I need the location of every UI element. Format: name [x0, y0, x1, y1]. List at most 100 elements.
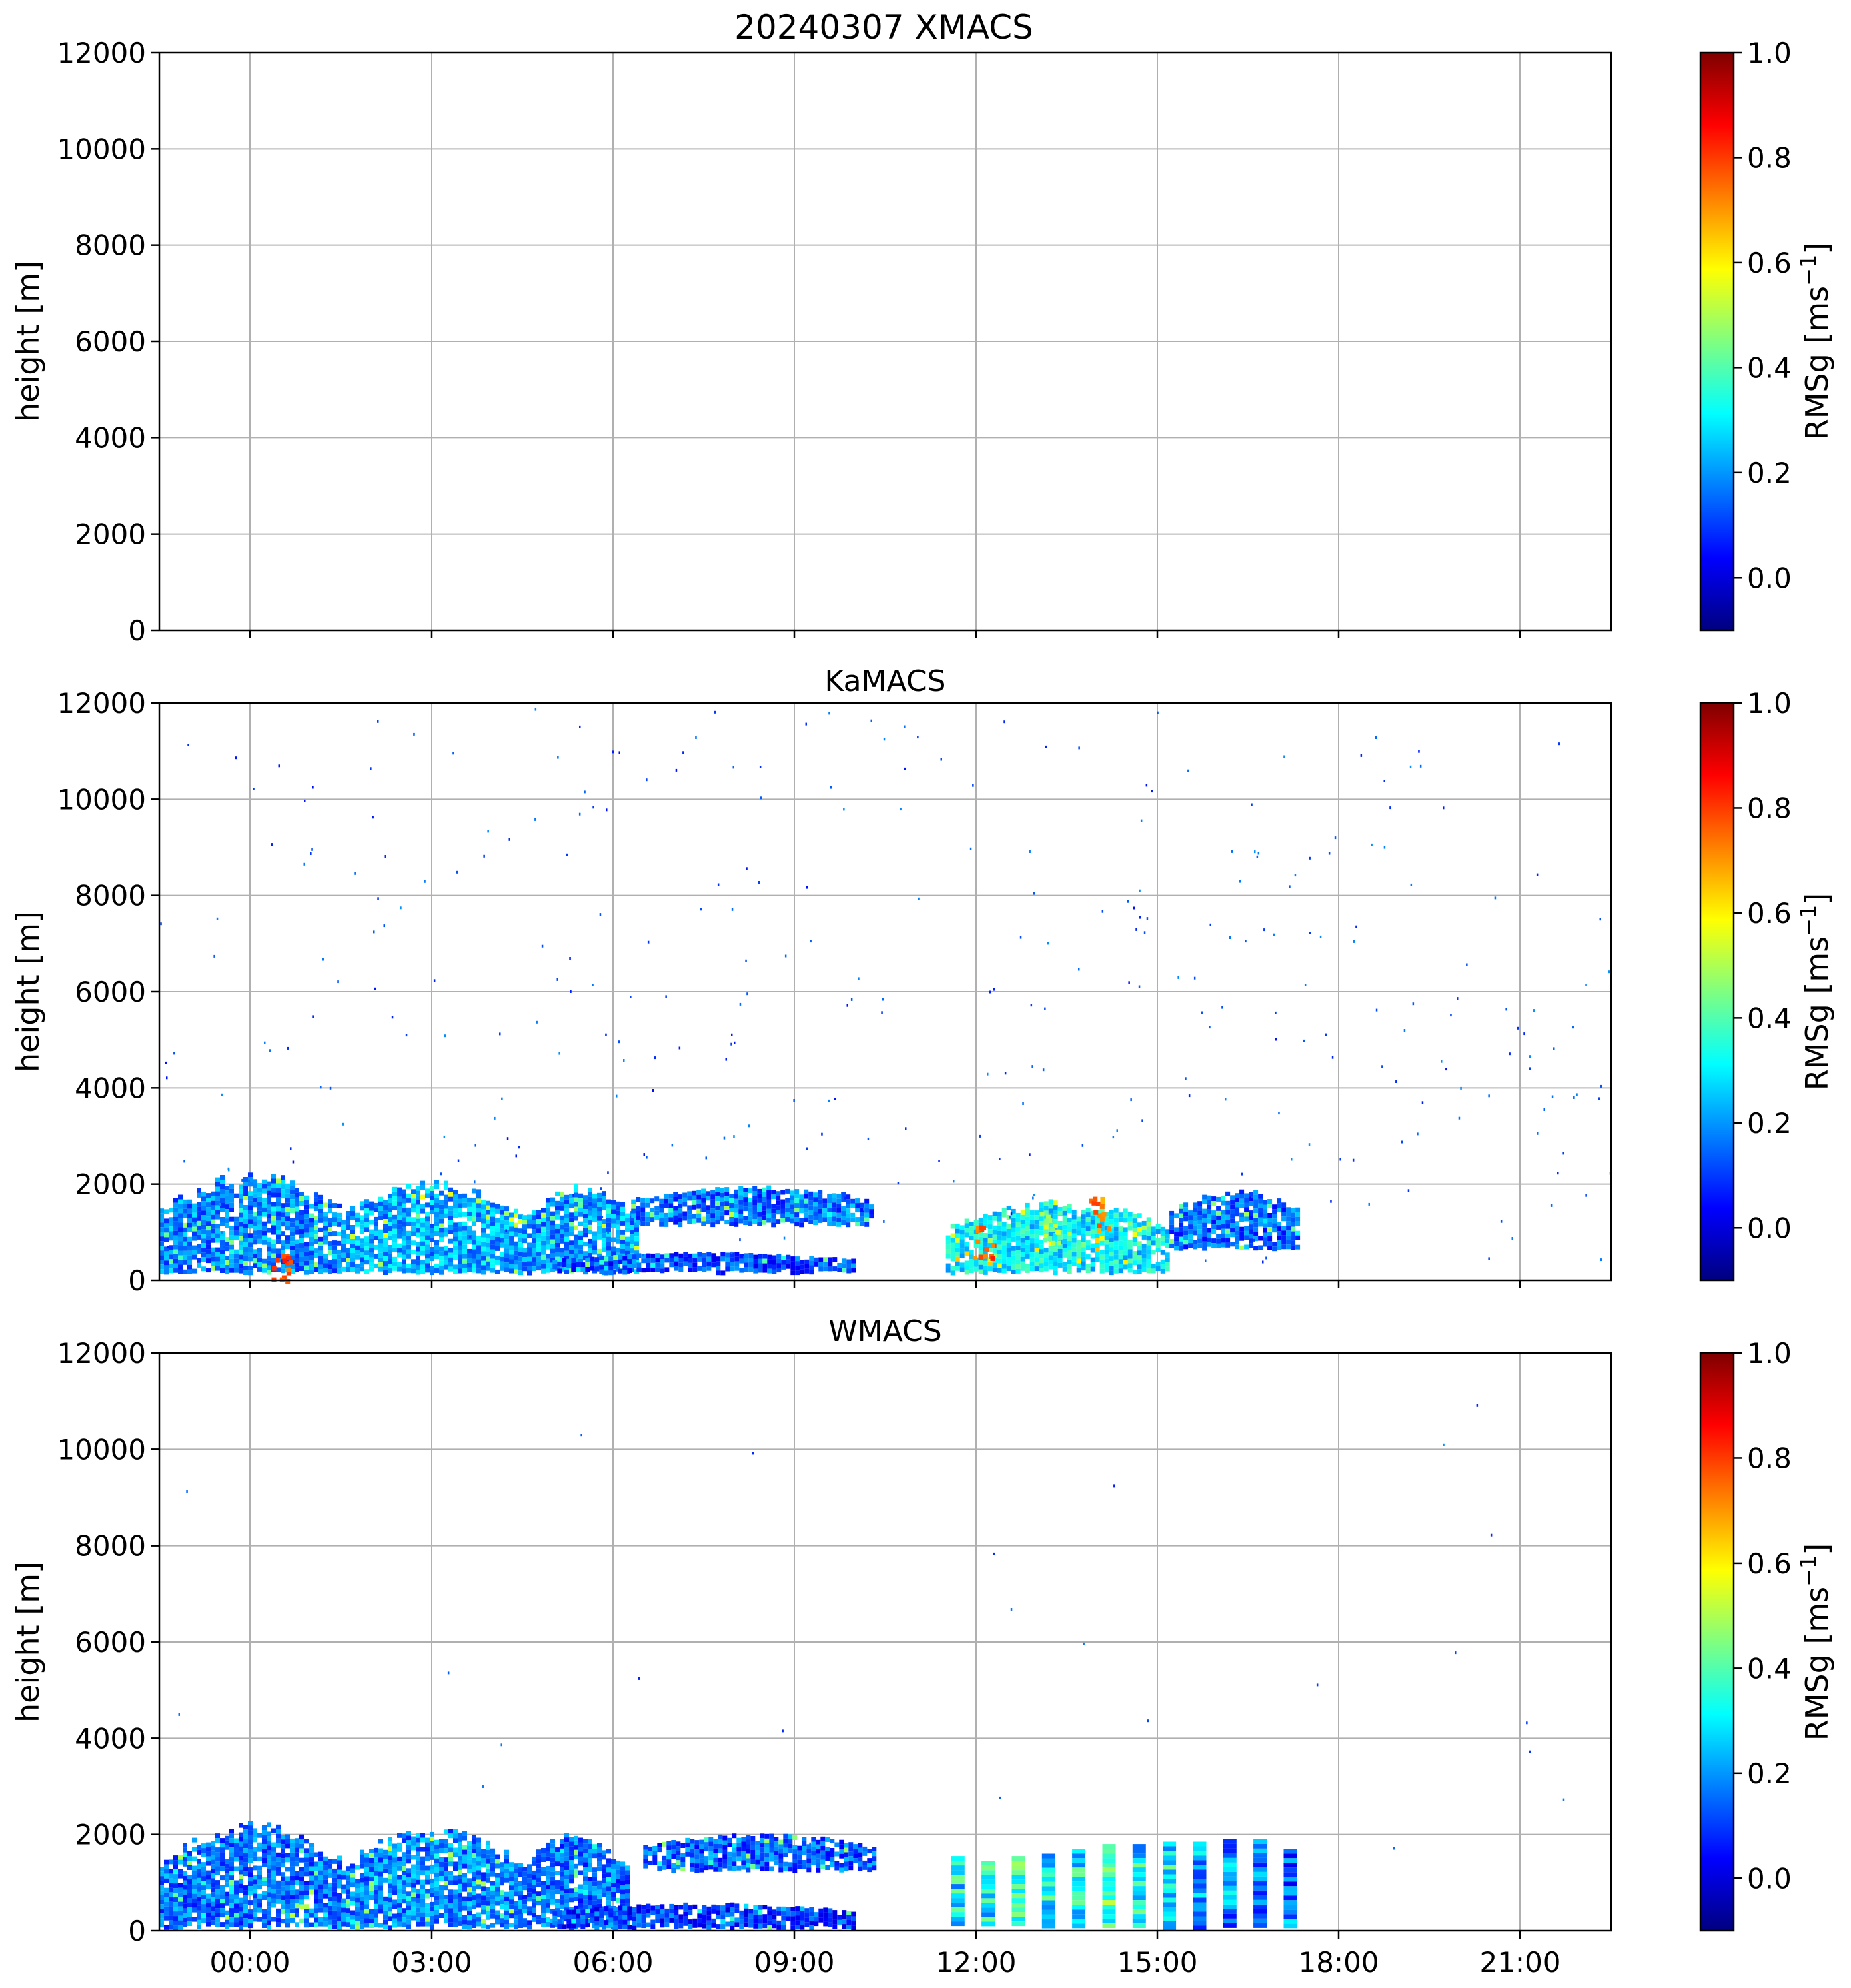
- echo-cell: [536, 1266, 541, 1271]
- echo-cell: [795, 1266, 800, 1271]
- echo-cell: [969, 1236, 974, 1241]
- echo-cell: [1286, 1235, 1291, 1240]
- echo-cell: [1118, 1245, 1123, 1250]
- echo-cell: [604, 1266, 609, 1271]
- echo-cell: [472, 1849, 476, 1853]
- echo-cell: [518, 1891, 523, 1895]
- echo-cell: [285, 1867, 290, 1872]
- echo-cell: [987, 1220, 993, 1225]
- scatter-point: [1042, 1068, 1045, 1072]
- echo-cell: [229, 1240, 234, 1245]
- echo-cell: [569, 1837, 574, 1842]
- echo-cell: [420, 1185, 425, 1190]
- echo-cell: [678, 1213, 683, 1218]
- echo-cell: [583, 1885, 588, 1891]
- echo-cell: [490, 1871, 495, 1877]
- echo-cell: [416, 1195, 420, 1200]
- echo-cell: [683, 1256, 688, 1262]
- echo-cell: [1109, 1214, 1114, 1220]
- echo-cell: [448, 1908, 453, 1913]
- echo-cell: [467, 1915, 472, 1921]
- echo-cell: [211, 1850, 215, 1855]
- echo-cell: [434, 1254, 439, 1259]
- echo-cell: [425, 1202, 430, 1208]
- echo-cell: [785, 1202, 790, 1208]
- echo-cell: [314, 1216, 318, 1221]
- echo-cell: [444, 1857, 448, 1863]
- echo-cell: [555, 1252, 560, 1257]
- echo-cell: [290, 1246, 295, 1251]
- echo-cell: [267, 1242, 271, 1247]
- echo-cell: [1244, 1198, 1249, 1203]
- echo-cell: [430, 1196, 434, 1200]
- echo-cell: [560, 1848, 564, 1853]
- echo-cell: [569, 1893, 574, 1898]
- echo-cell: [490, 1899, 495, 1905]
- echo-cell: [846, 1268, 852, 1274]
- echo-cell: [257, 1266, 262, 1272]
- echo-cell: [659, 1203, 664, 1208]
- echo-cell: [430, 1270, 434, 1275]
- scatter-point: [723, 1136, 726, 1140]
- echo-cell: [328, 1882, 332, 1887]
- echo-cell: [369, 1867, 374, 1872]
- hotspot-cell: [1043, 1238, 1048, 1243]
- echo-cell: [253, 1837, 257, 1843]
- echo-cell: [187, 1222, 192, 1228]
- echo-cell: [837, 1267, 842, 1272]
- echo-cell: [1020, 1242, 1025, 1248]
- echo-cell: [583, 1195, 588, 1200]
- echo-cell: [383, 1877, 388, 1883]
- scatter-point: [1389, 806, 1391, 810]
- echo-cell: [715, 1206, 720, 1211]
- echo-cell: [378, 1248, 383, 1253]
- echo-cell: [243, 1252, 248, 1256]
- echo-cell: [309, 1843, 314, 1848]
- echo-cell: [748, 1262, 754, 1267]
- scatter-point: [487, 830, 489, 833]
- echo-cell: [281, 1240, 285, 1246]
- echo-cell: [173, 1921, 178, 1926]
- echo-cell: [1249, 1224, 1254, 1230]
- echo-cell: [1039, 1240, 1044, 1245]
- echo-cell: [211, 1878, 215, 1883]
- echo-cell: [945, 1268, 951, 1273]
- echo-cell: [192, 1898, 197, 1903]
- echo-cell: [743, 1216, 748, 1221]
- echo-cell: [299, 1243, 304, 1248]
- echo-cell: [997, 1221, 1002, 1226]
- echo-cell: [374, 1207, 378, 1212]
- echo-cell: [239, 1208, 243, 1213]
- echo-cell: [476, 1893, 481, 1899]
- echo-cell: [374, 1871, 378, 1876]
- echo-cell: [650, 1198, 655, 1204]
- echo-cell: [406, 1849, 411, 1855]
- echo-cell: [546, 1230, 550, 1236]
- echo-cell: [486, 1256, 490, 1262]
- scatter-point: [731, 908, 734, 911]
- scatter-point: [1112, 1136, 1115, 1139]
- echo-cell: [411, 1911, 416, 1916]
- echo-cell: [467, 1262, 472, 1268]
- echo-cell: [813, 1192, 818, 1198]
- echo-cell: [434, 1198, 439, 1203]
- echo-cell: [983, 1242, 988, 1247]
- echo-cell: [574, 1887, 578, 1892]
- echo-cell: [620, 1875, 625, 1881]
- echo-cell: [630, 1230, 634, 1235]
- echo-cell: [504, 1873, 509, 1878]
- echo-cell: [959, 1248, 965, 1254]
- echo-cell: [159, 1264, 164, 1270]
- echo-cell: [1207, 1228, 1212, 1233]
- echo-cell: [290, 1232, 295, 1237]
- echo-cell: [239, 1837, 243, 1842]
- scatter-point: [167, 1246, 169, 1249]
- echo-cell: [1006, 1229, 1011, 1234]
- echo-cell: [206, 1856, 211, 1861]
- echo-cell: [973, 1243, 979, 1248]
- echo-cell: [654, 1215, 660, 1220]
- echo-cell: [514, 1891, 518, 1897]
- echo-cell: [309, 1871, 314, 1876]
- echo-cell: [1179, 1227, 1184, 1232]
